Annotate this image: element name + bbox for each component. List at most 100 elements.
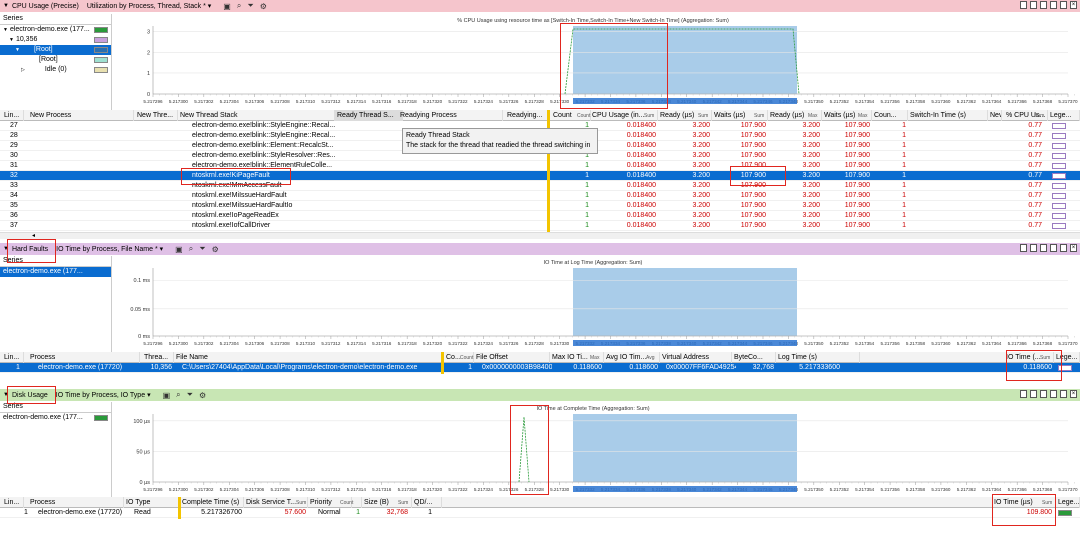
series-color-swatch[interactable] xyxy=(94,415,108,421)
column-header[interactable]: Count xyxy=(551,110,591,121)
column-header[interactable]: % CPU Us... xyxy=(1004,110,1048,121)
expand-arrow-icon[interactable]: ▼ xyxy=(9,37,14,43)
column-header[interactable]: Switch-In Time (s) xyxy=(908,110,988,121)
series-color-swatch[interactable] xyxy=(94,57,108,63)
restore-icon[interactable] xyxy=(1050,1,1057,9)
column-header[interactable]: Complete Time (s) xyxy=(180,497,244,508)
column-header[interactable]: Ready (µs) xyxy=(768,110,822,121)
series-color-swatch[interactable] xyxy=(94,67,108,73)
column-header[interactable]: Process xyxy=(28,352,140,363)
table-view-icon[interactable]: ▣ xyxy=(175,244,183,254)
table-row[interactable]: 32 ntoskrnl.exe!KiPageFault 1 0.018400 3.200… xyxy=(0,171,1080,181)
table-row[interactable]: 1 electron-demo.exe (17720) 10,356 C:\Users… xyxy=(0,363,1080,373)
cpu-horizontal-scrollbar[interactable]: ◂ xyxy=(0,232,1080,239)
search-icon[interactable]: ⌕ xyxy=(236,1,242,10)
column-header[interactable]: Waits (µs) xyxy=(712,110,768,121)
search-icon[interactable]: ⌕ xyxy=(176,390,181,399)
table-only-icon[interactable] xyxy=(1040,1,1047,9)
gear-icon[interactable]: ⚙ xyxy=(211,244,219,254)
column-header[interactable]: Threa... xyxy=(142,352,174,363)
graph-table-icon[interactable] xyxy=(1030,244,1037,252)
maximize-icon[interactable] xyxy=(1060,244,1067,252)
legend-swatch[interactable] xyxy=(1052,213,1066,219)
legend-swatch[interactable] xyxy=(1052,173,1066,179)
column-header[interactable]: IO Time (... xyxy=(1004,352,1054,363)
series-color-swatch[interactable] xyxy=(94,47,108,53)
disk-table-divider-yellow[interactable] xyxy=(178,497,181,519)
column-header[interactable]: Ready Thread S... xyxy=(335,110,403,121)
legend-swatch[interactable] xyxy=(1052,183,1066,189)
table-row[interactable]: 30 electron-demo.exe!blink::StyleResolver… xyxy=(0,151,1080,161)
collapse-arrow-icon[interactable]: ▼ xyxy=(3,3,9,9)
graph-only-icon[interactable] xyxy=(1020,244,1027,252)
legend-swatch[interactable] xyxy=(1058,510,1072,516)
hard-view-dropdown[interactable]: IO Time by Process, File Name * ▾ xyxy=(56,245,163,253)
column-header[interactable]: New Process xyxy=(28,110,134,121)
column-header[interactable]: CPU Usage (in... xyxy=(590,110,658,121)
filter-icon[interactable]: ⏷ xyxy=(247,1,254,10)
restore-icon[interactable] xyxy=(1050,390,1057,398)
legend-swatch[interactable] xyxy=(1052,163,1066,169)
column-header[interactable]: Lege... xyxy=(1054,352,1080,363)
close-icon[interactable]: × xyxy=(1070,244,1077,252)
column-header[interactable]: Disk Service T... xyxy=(244,497,308,508)
legend-swatch[interactable] xyxy=(1052,123,1066,129)
graph-only-icon[interactable] xyxy=(1020,1,1027,9)
maximize-icon[interactable] xyxy=(1060,390,1067,398)
legend-swatch[interactable] xyxy=(1058,365,1072,371)
series-item[interactable]: ▼ 10,356 xyxy=(0,35,111,45)
column-header[interactable]: Readying... xyxy=(505,110,549,121)
column-header[interactable]: Waits (µs) xyxy=(822,110,872,121)
graph-only-icon[interactable] xyxy=(1020,390,1027,398)
series-item-electron-demo[interactable]: electron-demo.exe (177... xyxy=(0,267,111,277)
column-header[interactable] xyxy=(352,497,362,508)
column-header[interactable]: New Thread Stack xyxy=(178,110,335,121)
column-header[interactable]: File Offset xyxy=(474,352,550,363)
search-icon[interactable]: ⌕ xyxy=(188,244,194,253)
column-header[interactable]: Ready (µs) xyxy=(658,110,712,121)
column-header[interactable]: ByteCo... xyxy=(732,352,776,363)
scroll-left-icon[interactable]: ◂ xyxy=(32,233,36,239)
table-row[interactable]: 34 ntoskrnl.exe!MiIssueHardFault 1 0.018400… xyxy=(0,191,1080,201)
table-only-icon[interactable] xyxy=(1040,390,1047,398)
table-row[interactable]: 37 ntoskrnl.exe!IofCallDriver 1 0.018400 3.2… xyxy=(0,221,1080,231)
column-header[interactable]: Co... xyxy=(444,352,474,363)
table-row[interactable]: 36 ntoskrnl.exe!IoPageReadEx 1 0.018400 3.20… xyxy=(0,211,1080,221)
legend-swatch[interactable] xyxy=(1052,133,1066,139)
disk-view-dropdown[interactable]: IO Time by Process, IO Type ▾ xyxy=(56,391,151,399)
series-item[interactable]: ▼ electron-demo.exe (177... xyxy=(0,25,111,35)
column-header[interactable]: Log Time (s) xyxy=(776,352,860,363)
close-icon[interactable]: × xyxy=(1070,1,1077,9)
legend-swatch[interactable] xyxy=(1052,193,1066,199)
filter-icon[interactable]: ⏷ xyxy=(186,390,194,399)
column-header[interactable]: Max IO Ti... xyxy=(550,352,604,363)
column-header[interactable]: Process xyxy=(28,497,124,508)
graph-table-icon[interactable] xyxy=(1030,390,1037,398)
column-header[interactable]: Lin... xyxy=(2,110,24,121)
table-row[interactable]: 35 ntoskrnl.exe!MiIssueHardFaultIo 1 0.0184… xyxy=(0,201,1080,211)
table-only-icon[interactable] xyxy=(1040,244,1047,252)
series-item[interactable]: ▼ [Root] xyxy=(0,45,111,55)
restore-icon[interactable] xyxy=(1050,244,1057,252)
series-item-electron-demo[interactable]: electron-demo.exe (177... xyxy=(0,413,111,423)
close-icon[interactable]: × xyxy=(1070,390,1077,398)
cpu-table-divider-yellow[interactable] xyxy=(547,110,550,232)
series-color-swatch[interactable] xyxy=(94,27,108,33)
maximize-icon[interactable] xyxy=(1060,1,1067,9)
column-header[interactable]: Lege... xyxy=(1056,497,1080,508)
column-header[interactable]: QD/... xyxy=(412,497,442,508)
column-header[interactable]: Avg IO Tim... xyxy=(604,352,660,363)
column-header[interactable]: Lege... xyxy=(1048,110,1080,121)
legend-swatch[interactable] xyxy=(1052,143,1066,149)
column-header[interactable]: Priority xyxy=(308,497,352,508)
column-header[interactable]: File Name xyxy=(174,352,442,363)
series-color-swatch[interactable] xyxy=(94,37,108,43)
table-row[interactable]: 1 electron-demo.exe (17720) Read 5.21732670… xyxy=(0,508,1080,518)
table-view-icon[interactable]: ▣ xyxy=(162,390,171,400)
column-header[interactable]: Lin... xyxy=(2,352,24,363)
gear-icon[interactable]: ⚙ xyxy=(199,390,207,400)
collapsed-arrow-icon[interactable]: ▷ xyxy=(21,67,25,73)
column-header[interactable]: Size (B) xyxy=(362,497,412,508)
column-header[interactable]: Coun... xyxy=(872,110,908,121)
legend-swatch[interactable] xyxy=(1052,223,1066,229)
